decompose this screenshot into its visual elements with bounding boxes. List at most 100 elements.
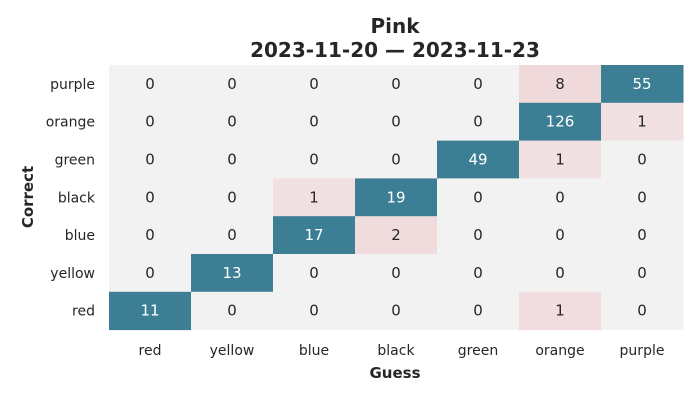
cell-value-orange-orange: 126 xyxy=(546,113,575,131)
cell-orange-blue xyxy=(273,102,356,142)
x-tick-black: black xyxy=(377,343,415,359)
cell-black-blue xyxy=(273,178,356,217)
y-tick-labels: purple orange green black blue yellow red xyxy=(46,77,96,320)
cell-value-black-green: 0 xyxy=(473,188,483,206)
y-tick-orange: orange xyxy=(46,115,95,131)
cell-value-green-black: 0 xyxy=(391,151,401,169)
cell-yellow-green xyxy=(437,254,520,293)
cell-black-yellow xyxy=(191,178,274,217)
cell-value-yellow-yellow: 13 xyxy=(222,264,241,282)
cell-value-green-green: 49 xyxy=(468,151,487,169)
y-tick-yellow: yellow xyxy=(50,266,95,282)
cell-blue-orange xyxy=(519,216,602,255)
cell-value-purple-black: 0 xyxy=(391,75,401,93)
cell-value-black-yellow: 0 xyxy=(227,188,237,206)
cell-value-purple-blue: 0 xyxy=(309,75,319,93)
heatmap-cells: 0 0 0 0 0 8 55 0 0 0 0 0 126 1 0 0 0 0 49 1 0 0 0 1 19 0 0 0 0 0 17 2 0 0… xyxy=(109,65,684,331)
cell-value-blue-red: 0 xyxy=(145,226,155,244)
cell-purple-yellow xyxy=(191,65,274,104)
cell-yellow-blue xyxy=(273,254,356,293)
cell-purple-black xyxy=(355,65,438,104)
cell-yellow-orange xyxy=(519,254,602,293)
cell-value-green-blue: 0 xyxy=(309,151,319,169)
cell-value-orange-green: 0 xyxy=(473,113,483,131)
x-axis-label: Guess xyxy=(369,364,420,382)
cell-green-orange xyxy=(519,140,602,179)
x-tick-yellow: yellow xyxy=(210,343,255,359)
cell-value-blue-orange: 0 xyxy=(555,226,565,244)
cell-black-red xyxy=(109,178,192,217)
cell-blue-yellow xyxy=(191,216,274,255)
cell-orange-red xyxy=(109,102,192,142)
cell-value-red-orange: 1 xyxy=(555,302,565,320)
y-tick-black: black xyxy=(58,190,96,206)
cell-green-blue xyxy=(273,140,356,179)
x-tick-blue: blue xyxy=(299,343,329,359)
chart-subtitle: 2023-11-20 — 2023-11-23 xyxy=(250,38,540,62)
cell-blue-purple xyxy=(601,216,684,255)
y-tick-blue: blue xyxy=(65,228,95,244)
cell-black-black xyxy=(355,178,438,217)
cell-black-green xyxy=(437,178,520,217)
cell-green-black xyxy=(355,140,438,179)
cell-value-red-purple: 0 xyxy=(637,302,647,320)
cell-red-yellow xyxy=(191,291,274,331)
cell-value-orange-yellow: 0 xyxy=(227,113,237,131)
cell-value-purple-green: 0 xyxy=(473,75,483,93)
cell-value-red-green: 0 xyxy=(473,302,483,320)
y-tick-purple: purple xyxy=(50,77,95,93)
cell-value-blue-black: 2 xyxy=(391,226,401,244)
cell-value-red-blue: 0 xyxy=(309,302,319,320)
cell-value-orange-red: 0 xyxy=(145,113,155,131)
cell-green-red xyxy=(109,140,192,179)
cell-red-blue xyxy=(273,291,356,331)
cell-value-yellow-red: 0 xyxy=(145,264,155,282)
chart-title: Pink xyxy=(370,14,420,38)
cell-value-blue-green: 0 xyxy=(473,226,483,244)
cell-purple-green xyxy=(437,65,520,104)
cell-value-purple-yellow: 0 xyxy=(227,75,237,93)
cell-red-black xyxy=(355,291,438,331)
cell-black-purple xyxy=(601,178,684,217)
cell-purple-blue xyxy=(273,65,356,104)
cell-yellow-red xyxy=(109,254,192,293)
cell-value-green-yellow: 0 xyxy=(227,151,237,169)
x-tick-orange: orange xyxy=(535,343,584,359)
cell-value-yellow-purple: 0 xyxy=(637,264,647,282)
cell-value-blue-blue: 17 xyxy=(304,226,323,244)
cell-value-red-yellow: 0 xyxy=(227,302,237,320)
cell-green-green xyxy=(437,140,520,179)
cell-value-purple-red: 0 xyxy=(145,75,155,93)
cell-value-green-red: 0 xyxy=(145,151,155,169)
cell-red-red xyxy=(109,291,192,331)
cell-orange-orange xyxy=(519,102,602,142)
cell-red-purple xyxy=(601,291,684,331)
cell-value-blue-purple: 0 xyxy=(637,226,647,244)
cell-yellow-yellow xyxy=(191,254,274,293)
cell-value-red-black: 0 xyxy=(391,302,401,320)
cell-value-red-red: 11 xyxy=(140,302,159,320)
cell-value-black-black: 19 xyxy=(386,188,405,206)
cell-purple-orange xyxy=(519,65,602,104)
cell-yellow-black xyxy=(355,254,438,293)
y-tick-green: green xyxy=(55,153,95,169)
cell-value-purple-orange: 8 xyxy=(555,75,565,93)
cell-black-orange xyxy=(519,178,602,217)
cell-value-purple-purple: 55 xyxy=(632,75,651,93)
cell-red-orange xyxy=(519,291,602,331)
cell-blue-red xyxy=(109,216,192,255)
cell-value-orange-purple: 1 xyxy=(637,113,647,131)
cell-orange-black xyxy=(355,102,438,142)
cell-value-yellow-green: 0 xyxy=(473,264,483,282)
cell-value-black-red: 0 xyxy=(145,188,155,206)
x-tick-red: red xyxy=(139,343,162,359)
cell-purple-purple xyxy=(601,65,684,104)
cell-value-yellow-blue: 0 xyxy=(309,264,319,282)
cell-value-black-blue: 1 xyxy=(309,188,319,206)
x-tick-purple: purple xyxy=(620,343,665,359)
cell-green-purple xyxy=(601,140,684,179)
cell-purple-red xyxy=(109,65,192,104)
cell-value-yellow-black: 0 xyxy=(391,264,401,282)
cell-value-black-orange: 0 xyxy=(555,188,565,206)
